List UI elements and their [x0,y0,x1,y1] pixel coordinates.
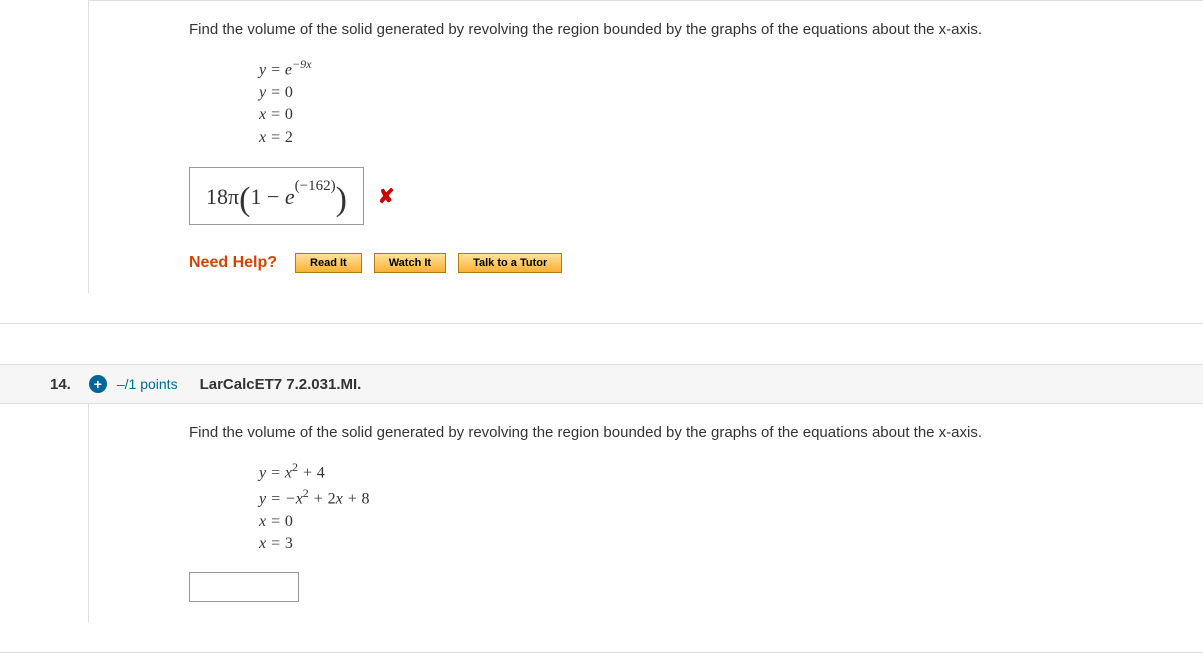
equation-2: y = 0 [259,82,1183,104]
equation-4: x = 3 [259,533,1183,555]
question-14-body: Find the volume of the solid generated b… [88,404,1203,621]
question-14: 14. + –/1 points LarCalcET7 7.2.031.MI. … [0,364,1203,652]
submitted-answer[interactable]: 18π(1 − e(−162)) [189,167,364,225]
equation-1: y = e−9x [259,56,1183,82]
equation-3: x = 0 [259,511,1183,533]
talk-to-tutor-button[interactable]: Talk to a Tutor [458,253,562,273]
equations-block: y = x2 + 4 y = −x2 + 2x + 8 x = 0 x = 3 [259,459,1183,555]
read-it-button[interactable]: Read It [295,253,362,273]
equation-3: x = 0 [259,104,1183,126]
watch-it-button[interactable]: Watch It [374,253,446,273]
answer-input[interactable] [189,572,299,602]
question-13: Find the volume of the solid generated b… [0,0,1203,324]
answer-row: 18π(1 − e(−162)) ✘ [189,167,1183,225]
question-prompt: Find the volume of the solid generated b… [189,424,1183,441]
equations-block: y = e−9x y = 0 x = 0 x = 2 [259,56,1183,149]
question-number: 14. [50,376,71,393]
help-row: Need Help? Read It Watch It Talk to a Tu… [189,253,1183,273]
need-help-label: Need Help? [189,254,277,272]
question-reference: LarCalcET7 7.2.031.MI. [200,376,362,393]
equation-2: y = −x2 + 2x + 8 [259,485,1183,511]
expand-icon[interactable]: + [89,375,107,393]
equation-4: x = 2 [259,127,1183,149]
question-prompt: Find the volume of the solid generated b… [189,21,1183,38]
equation-1: y = x2 + 4 [259,459,1183,485]
incorrect-icon: ✘ [378,184,395,209]
question-13-body: Find the volume of the solid generated b… [88,0,1203,293]
question-14-header: 14. + –/1 points LarCalcET7 7.2.031.MI. [0,364,1203,404]
points-label: –/1 points [117,376,178,392]
